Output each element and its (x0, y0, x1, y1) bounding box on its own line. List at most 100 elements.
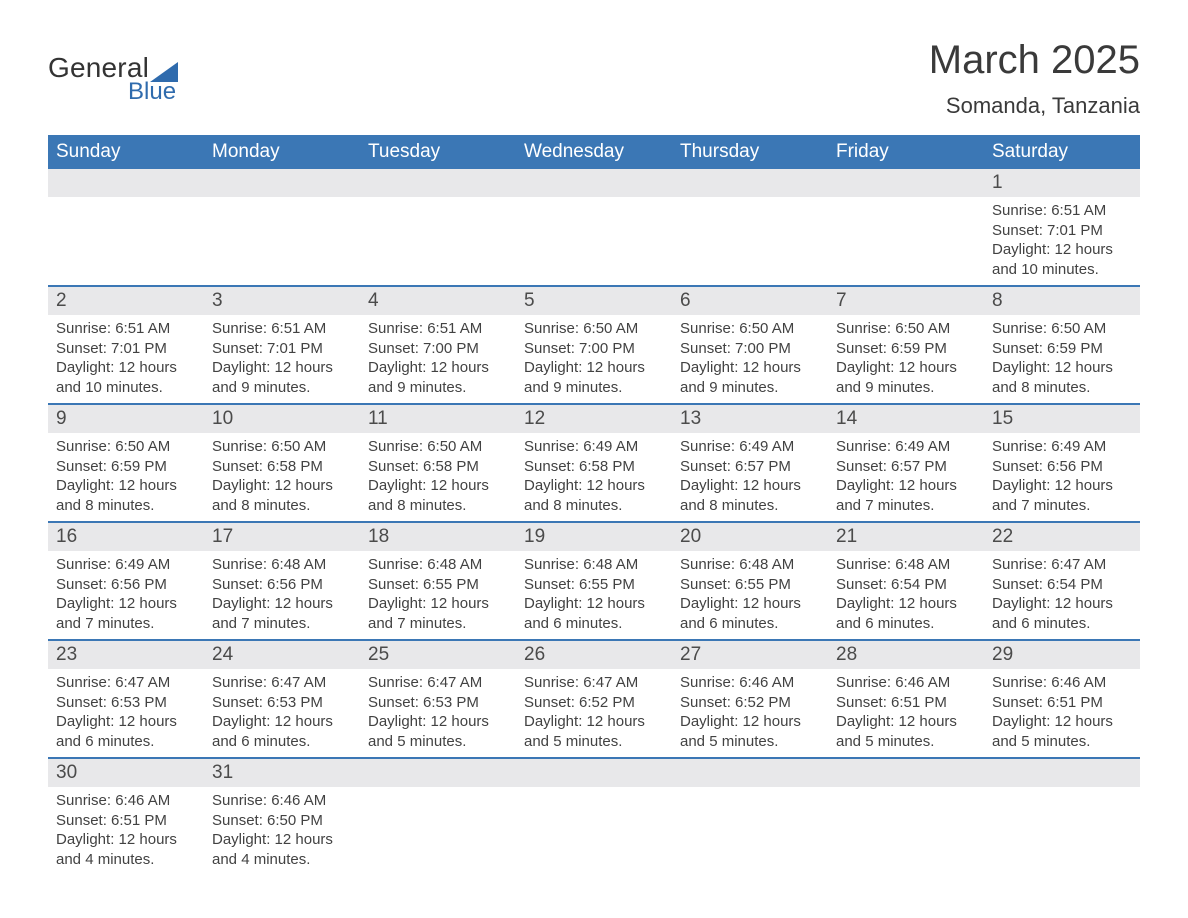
day-number: 20 (672, 523, 828, 551)
day-number: 25 (360, 641, 516, 669)
day-body: Sunrise: 6:48 AMSunset: 6:55 PMDaylight:… (672, 551, 828, 639)
page-title: March 2025 (929, 38, 1140, 83)
day-body (672, 787, 828, 867)
day-body: Sunrise: 6:49 AMSunset: 6:58 PMDaylight:… (516, 433, 672, 521)
col-thursday: Thursday (672, 135, 828, 169)
day-number: 31 (204, 759, 360, 787)
sunrise-text: Sunrise: 6:49 AM (524, 437, 664, 457)
week-row: 30Sunrise: 6:46 AMSunset: 6:51 PMDayligh… (48, 758, 1140, 875)
day-body: Sunrise: 6:49 AMSunset: 6:57 PMDaylight:… (672, 433, 828, 521)
day-number: 17 (204, 523, 360, 551)
day-cell: 22Sunrise: 6:47 AMSunset: 6:54 PMDayligh… (984, 522, 1140, 640)
sunset-text: Sunset: 6:58 PM (524, 457, 664, 477)
day-cell (360, 758, 516, 875)
day-number (204, 169, 360, 197)
sunset-text: Sunset: 6:53 PM (56, 693, 196, 713)
day-cell (516, 758, 672, 875)
day-number: 12 (516, 405, 672, 433)
sunset-text: Sunset: 6:56 PM (56, 575, 196, 595)
sunrise-text: Sunrise: 6:51 AM (212, 319, 352, 339)
day-body: Sunrise: 6:48 AMSunset: 6:55 PMDaylight:… (360, 551, 516, 639)
sunrise-text: Sunrise: 6:50 AM (368, 437, 508, 457)
sunset-text: Sunset: 6:58 PM (212, 457, 352, 477)
day-body: Sunrise: 6:49 AMSunset: 6:56 PMDaylight:… (48, 551, 204, 639)
day-cell: 8Sunrise: 6:50 AMSunset: 6:59 PMDaylight… (984, 286, 1140, 404)
sunset-text: Sunset: 7:00 PM (368, 339, 508, 359)
sunset-text: Sunset: 7:00 PM (524, 339, 664, 359)
week-row: 23Sunrise: 6:47 AMSunset: 6:53 PMDayligh… (48, 640, 1140, 758)
day-number (516, 759, 672, 787)
day-body: Sunrise: 6:48 AMSunset: 6:56 PMDaylight:… (204, 551, 360, 639)
sunset-text: Sunset: 7:01 PM (992, 221, 1132, 241)
day-body: Sunrise: 6:51 AMSunset: 7:01 PMDaylight:… (204, 315, 360, 403)
sunrise-text: Sunrise: 6:48 AM (680, 555, 820, 575)
day-body (360, 197, 516, 277)
sunrise-text: Sunrise: 6:47 AM (368, 673, 508, 693)
sunrise-text: Sunrise: 6:46 AM (56, 791, 196, 811)
day-number (48, 169, 204, 197)
day-cell: 18Sunrise: 6:48 AMSunset: 6:55 PMDayligh… (360, 522, 516, 640)
sunset-text: Sunset: 6:52 PM (524, 693, 664, 713)
day-cell (828, 758, 984, 875)
sunset-text: Sunset: 6:54 PM (992, 575, 1132, 595)
day-number: 16 (48, 523, 204, 551)
day-cell: 19Sunrise: 6:48 AMSunset: 6:55 PMDayligh… (516, 522, 672, 640)
sunset-text: Sunset: 7:01 PM (56, 339, 196, 359)
sunset-text: Sunset: 6:51 PM (56, 811, 196, 831)
day-number: 1 (984, 169, 1140, 197)
day-number: 13 (672, 405, 828, 433)
brand-line2: Blue (128, 78, 176, 106)
day-number: 23 (48, 641, 204, 669)
day-cell: 26Sunrise: 6:47 AMSunset: 6:52 PMDayligh… (516, 640, 672, 758)
day-body (516, 197, 672, 277)
day-body: Sunrise: 6:51 AMSunset: 7:01 PMDaylight:… (984, 197, 1140, 285)
calendar-table: Sunday Monday Tuesday Wednesday Thursday… (48, 135, 1140, 875)
sunset-text: Sunset: 6:55 PM (680, 575, 820, 595)
day-cell (48, 169, 204, 286)
week-row: 2Sunrise: 6:51 AMSunset: 7:01 PMDaylight… (48, 286, 1140, 404)
day-body: Sunrise: 6:48 AMSunset: 6:54 PMDaylight:… (828, 551, 984, 639)
day-number: 2 (48, 287, 204, 315)
day-body: Sunrise: 6:51 AMSunset: 7:01 PMDaylight:… (48, 315, 204, 403)
day-cell: 31Sunrise: 6:46 AMSunset: 6:50 PMDayligh… (204, 758, 360, 875)
day-number: 29 (984, 641, 1140, 669)
daylight-text: Daylight: 12 hours and 7 minutes. (836, 476, 976, 515)
day-number: 11 (360, 405, 516, 433)
sunrise-text: Sunrise: 6:47 AM (524, 673, 664, 693)
day-number (672, 759, 828, 787)
daylight-text: Daylight: 12 hours and 9 minutes. (524, 358, 664, 397)
sunset-text: Sunset: 6:50 PM (212, 811, 352, 831)
col-saturday: Saturday (984, 135, 1140, 169)
day-body (516, 787, 672, 867)
day-number (672, 169, 828, 197)
sunset-text: Sunset: 6:57 PM (680, 457, 820, 477)
daylight-text: Daylight: 12 hours and 4 minutes. (212, 830, 352, 869)
title-block: March 2025 Somanda, Tanzania (929, 38, 1140, 119)
sunrise-text: Sunrise: 6:48 AM (368, 555, 508, 575)
daylight-text: Daylight: 12 hours and 5 minutes. (368, 712, 508, 751)
day-number: 8 (984, 287, 1140, 315)
day-body (360, 787, 516, 867)
day-body: Sunrise: 6:49 AMSunset: 6:57 PMDaylight:… (828, 433, 984, 521)
day-cell: 5Sunrise: 6:50 AMSunset: 7:00 PMDaylight… (516, 286, 672, 404)
page-subtitle: Somanda, Tanzania (929, 93, 1140, 119)
day-number: 22 (984, 523, 1140, 551)
sunrise-text: Sunrise: 6:51 AM (368, 319, 508, 339)
day-cell (360, 169, 516, 286)
sunrise-text: Sunrise: 6:49 AM (992, 437, 1132, 457)
day-number (516, 169, 672, 197)
daylight-text: Daylight: 12 hours and 8 minutes. (368, 476, 508, 515)
day-number: 7 (828, 287, 984, 315)
sunset-text: Sunset: 6:53 PM (368, 693, 508, 713)
sunrise-text: Sunrise: 6:46 AM (680, 673, 820, 693)
daylight-text: Daylight: 12 hours and 7 minutes. (368, 594, 508, 633)
sunset-text: Sunset: 6:53 PM (212, 693, 352, 713)
daylight-text: Daylight: 12 hours and 6 minutes. (680, 594, 820, 633)
sunset-text: Sunset: 6:58 PM (368, 457, 508, 477)
daylight-text: Daylight: 12 hours and 5 minutes. (992, 712, 1132, 751)
sunrise-text: Sunrise: 6:50 AM (836, 319, 976, 339)
day-body (828, 197, 984, 277)
day-body: Sunrise: 6:46 AMSunset: 6:51 PMDaylight:… (828, 669, 984, 757)
calendar-body: 1Sunrise: 6:51 AMSunset: 7:01 PMDaylight… (48, 169, 1140, 875)
sunset-text: Sunset: 6:55 PM (524, 575, 664, 595)
